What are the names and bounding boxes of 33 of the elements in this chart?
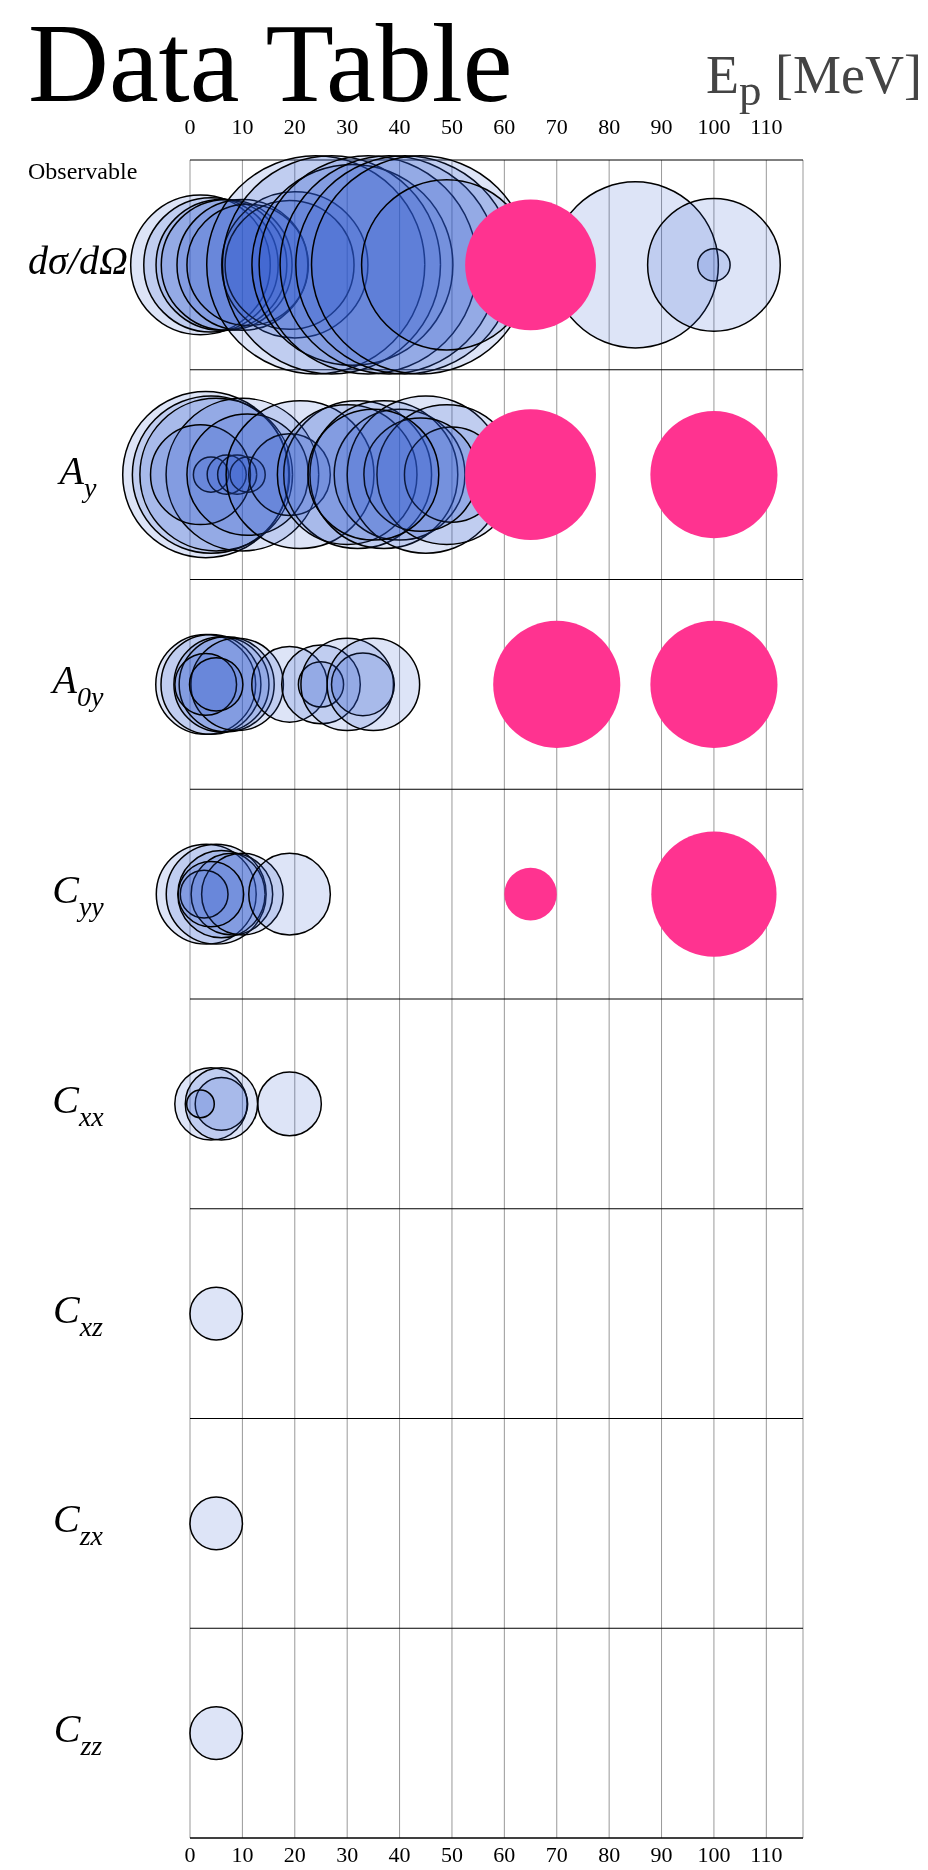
x-tick-label: 110 bbox=[750, 1841, 783, 1867]
x-tick-label: 60 bbox=[493, 1841, 516, 1867]
x-tick-label: 0 bbox=[184, 1841, 196, 1867]
x2-tick-label: 100 bbox=[697, 114, 731, 139]
x2-tick-label: 110 bbox=[750, 114, 783, 139]
x2-tick-label: 10 bbox=[231, 114, 254, 139]
x2-tick-label: 70 bbox=[545, 114, 568, 139]
y-tick-label: A$_{0y}$ bbox=[49, 657, 104, 713]
y-tick-label: C$_{zz}$ bbox=[53, 1706, 103, 1762]
x-tick-label: 10 bbox=[231, 1841, 254, 1867]
x2-tick-label: 80 bbox=[598, 114, 621, 139]
x-tick-label: 20 bbox=[283, 1841, 306, 1867]
x-axis-title: E$_{p}$ [MeV] bbox=[706, 45, 922, 115]
x2-tick-label: 40 bbox=[388, 114, 411, 139]
y-tick-label: C$_{zx}$ bbox=[52, 1496, 104, 1552]
x2-tick-label: 60 bbox=[493, 114, 516, 139]
x2-tick-label: 90 bbox=[650, 114, 673, 139]
y-tick-label: C$_{yy}$ bbox=[52, 867, 105, 923]
y-tick-label: C$_{xz}$ bbox=[52, 1286, 104, 1342]
x-tick-label: 90 bbox=[650, 1841, 673, 1867]
y-tick-label: dσ/dΩ bbox=[28, 238, 128, 284]
x-tick-label: 50 bbox=[440, 1841, 463, 1867]
y-tick-label: C$_{xx}$ bbox=[52, 1077, 105, 1132]
x-tick-label: 30 bbox=[336, 1841, 359, 1867]
x2-tick-label: 30 bbox=[336, 114, 359, 139]
x-tick-label: 40 bbox=[388, 1841, 411, 1867]
y-axis-title: Observable bbox=[28, 158, 138, 185]
x-tick-label: 80 bbox=[598, 1841, 621, 1867]
x2-tick-label: 20 bbox=[283, 114, 306, 139]
y-tick-label: A$_{y}$ bbox=[56, 447, 97, 503]
x2-tick-label: 50 bbox=[440, 114, 463, 139]
x-tick-label: 70 bbox=[545, 1841, 568, 1867]
x-tick-label: 100 bbox=[697, 1841, 731, 1867]
